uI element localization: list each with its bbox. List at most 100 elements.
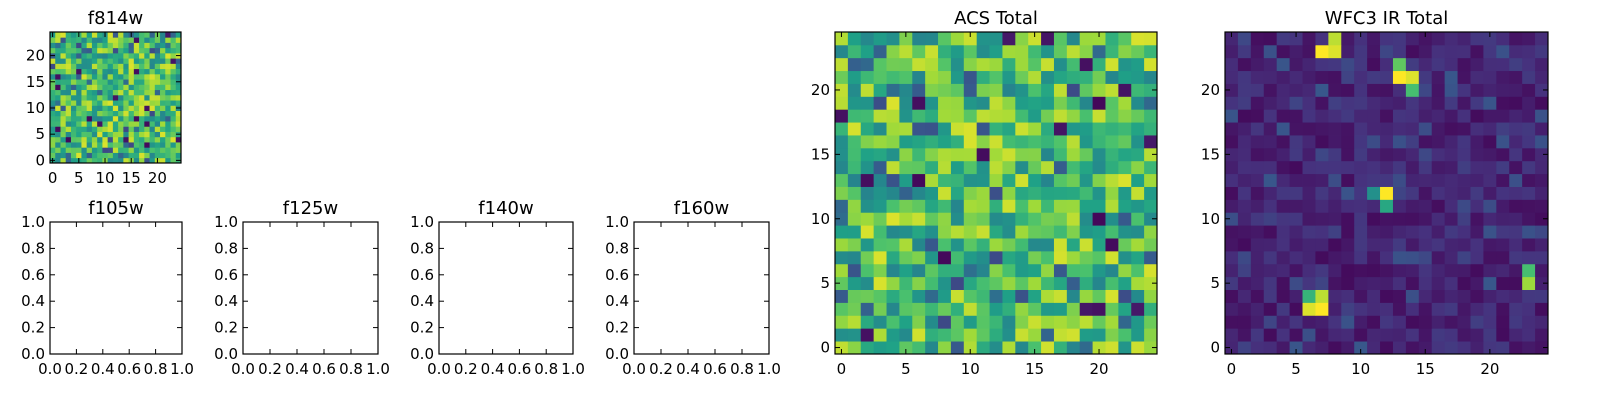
heatmap-cell	[1053, 250, 1068, 265]
heatmap-cell	[81, 42, 88, 49]
heatmap-cell	[70, 152, 77, 159]
heatmap-cell	[835, 83, 849, 97]
heatmap-cell	[50, 84, 56, 91]
heatmap-cell	[1470, 32, 1484, 46]
heatmap-cell	[1066, 186, 1081, 200]
heatmap-cell	[1105, 276, 1119, 290]
heatmap-cell	[112, 131, 119, 138]
heatmap-cell	[938, 302, 952, 316]
heatmap-cell	[1405, 238, 1420, 252]
heatmap-cell	[160, 84, 166, 91]
heatmap-cell	[86, 147, 93, 153]
heatmap-cell	[1028, 147, 1042, 162]
heatmap-cell	[1470, 109, 1484, 123]
heatmap-cell	[76, 58, 82, 64]
heatmap-cell	[55, 42, 61, 49]
heatmap-cell	[144, 142, 150, 148]
x-tick-label: 0.6	[312, 360, 336, 378]
heatmap-cell	[860, 83, 875, 97]
heatmap-cell	[1522, 160, 1536, 175]
heatmap-cell	[1535, 96, 1549, 110]
heatmap-cell	[1028, 135, 1042, 149]
x-tick-label: 15	[1025, 360, 1044, 378]
heatmap-cell	[835, 263, 849, 278]
heatmap-cell	[1028, 263, 1042, 278]
heatmap-cell	[1367, 186, 1381, 200]
heatmap-cell	[1392, 238, 1407, 252]
heatmap-cell	[886, 225, 900, 239]
heatmap-cell	[1315, 238, 1329, 252]
heatmap-cell	[165, 68, 171, 75]
heatmap-cell	[123, 68, 129, 75]
heatmap-cell	[86, 73, 93, 80]
x-tick-label: 0.0	[427, 360, 451, 378]
heatmap-cell	[1431, 96, 1446, 110]
heatmap-cell	[1092, 135, 1106, 149]
heatmap-cell	[989, 276, 1003, 290]
heatmap-cell	[1315, 32, 1329, 46]
heatmap-cell	[989, 109, 1003, 123]
heatmap-cell	[1225, 173, 1239, 187]
heatmap-cell	[1079, 135, 1093, 149]
heatmap-cell	[835, 32, 849, 46]
heatmap-cell	[1118, 289, 1132, 303]
heatmap-cell	[1457, 83, 1471, 97]
heatmap-cell	[1328, 341, 1342, 355]
heatmap-cell	[1118, 238, 1132, 252]
heatmap-cell	[133, 84, 140, 91]
heatmap-cell	[65, 136, 72, 143]
heatmap-cell	[1263, 122, 1278, 136]
heatmap-cell	[144, 105, 150, 111]
heatmap-cell	[144, 79, 150, 85]
heatmap-cell	[1053, 32, 1068, 46]
heatmap-cell	[1392, 96, 1407, 110]
heatmap-cell	[1002, 32, 1016, 46]
heatmap-cell	[1237, 32, 1252, 46]
x-tick-label: 0.0	[38, 360, 62, 378]
heatmap-cell	[1302, 302, 1316, 316]
heatmap-cell	[925, 160, 939, 175]
heatmap-cell	[1105, 328, 1119, 342]
heatmap-cell	[70, 47, 77, 54]
heatmap-cell	[1392, 315, 1407, 329]
heatmap-cell	[1367, 199, 1381, 213]
heatmap-cell	[886, 83, 900, 97]
heatmap-cell	[1457, 302, 1471, 316]
heatmap-cell	[165, 115, 171, 122]
heatmap-cell	[1118, 173, 1132, 187]
heatmap-cell	[1263, 315, 1278, 329]
heatmap-cell	[65, 84, 72, 91]
heatmap-cell	[1328, 276, 1342, 290]
heatmap-cell	[91, 47, 98, 54]
heatmap-cell	[1276, 302, 1290, 316]
heatmap-cell	[963, 44, 978, 59]
heatmap-cell	[102, 89, 109, 96]
y-tick-label: 1.0	[214, 213, 238, 231]
heatmap-cell	[950, 250, 965, 265]
heatmap-cell	[123, 32, 129, 38]
heatmap-cell	[963, 341, 978, 355]
heatmap-cell	[50, 147, 56, 153]
heatmap-cell	[1092, 302, 1106, 316]
heatmap-cell	[144, 157, 150, 164]
heatmap-cell	[989, 263, 1003, 278]
heatmap-cell	[899, 57, 913, 72]
heatmap-cell	[175, 47, 182, 54]
heatmap-cell	[925, 186, 939, 200]
heatmap-cell	[139, 89, 145, 96]
heatmap-cell	[55, 147, 61, 153]
heatmap-cell	[76, 136, 82, 143]
heatmap-cell	[102, 84, 109, 91]
heatmap-cell	[170, 52, 177, 59]
heatmap-cell	[86, 47, 93, 54]
heatmap-cell	[123, 157, 129, 164]
heatmap-cell	[1131, 147, 1145, 162]
heatmap-cell	[91, 115, 98, 122]
heatmap-cell	[912, 302, 926, 316]
heatmap-cell	[1028, 32, 1042, 46]
y-tick-label: 1.0	[605, 213, 629, 231]
heatmap-cell	[102, 152, 109, 159]
x-tick-label: 1.0	[366, 360, 390, 378]
heatmap-cell	[112, 152, 119, 159]
heatmap-cell	[912, 70, 926, 84]
